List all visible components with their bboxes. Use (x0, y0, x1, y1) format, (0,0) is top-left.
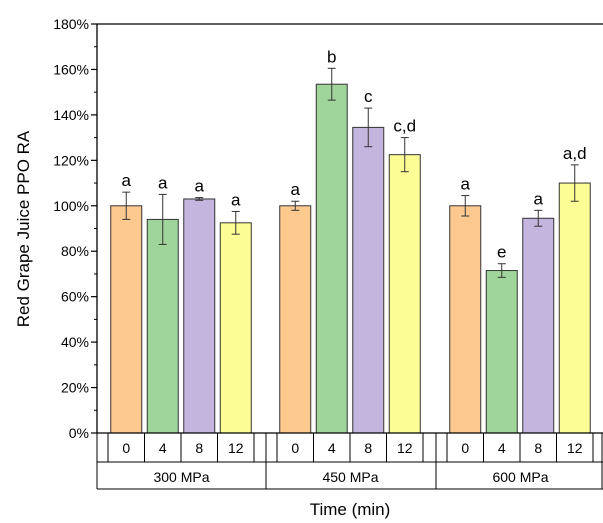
significance-label: a (122, 171, 132, 190)
bar (352, 126, 385, 434)
y-tick-label: 140% (53, 107, 89, 123)
significance-label: a,d (563, 144, 587, 163)
y-tick-label: 160% (53, 61, 89, 77)
bar (558, 182, 591, 434)
significance-label: a (461, 175, 471, 194)
bar (485, 270, 518, 434)
bar (219, 222, 252, 434)
significance-label: b (327, 47, 336, 66)
y-tick-label: 0% (69, 425, 89, 441)
plot-area: 0% 20% 40% 60% 80% 100% 120% 140% 160% 180% a a a a a b… (53, 16, 603, 490)
significance-label: a (231, 190, 241, 209)
time-tick-label: 8 (195, 440, 203, 456)
significance-label: a (534, 189, 544, 208)
y-tick-label: 180% (53, 16, 89, 32)
y-tick-label: 40% (61, 334, 89, 350)
pressure-group-label: 300 MPa (153, 469, 209, 485)
bar (146, 218, 179, 434)
y-tick-label: 100% (53, 198, 89, 214)
significance-label: c,d (393, 117, 416, 136)
significance-label: e (497, 243, 506, 262)
bar (183, 198, 216, 434)
y-tick-label: 60% (61, 289, 89, 305)
y-tick-label: 120% (53, 152, 89, 168)
time-tick-label: 0 (461, 440, 469, 456)
y-axis-title: Red Grape Juice PPO RA (14, 130, 33, 327)
time-tick-label: 4 (159, 440, 167, 456)
time-tick-label: 0 (122, 440, 130, 456)
time-tick-label: 12 (228, 440, 244, 456)
y-tick-label: 80% (61, 243, 89, 259)
y-tick-label: 20% (61, 380, 89, 396)
time-tick-label: 4 (498, 440, 506, 456)
time-tick-label: 8 (364, 440, 372, 456)
bar (522, 217, 555, 434)
bar (388, 154, 421, 434)
time-tick-label: 12 (397, 440, 413, 456)
significance-label: c (364, 87, 373, 106)
significance-label: a (291, 180, 301, 199)
bar (110, 205, 143, 434)
time-tick-label: 8 (534, 440, 542, 456)
x-axis-title: Time (min) (310, 500, 391, 519)
time-tick-label: 4 (328, 440, 336, 456)
time-tick-label: 0 (291, 440, 299, 456)
bar (449, 205, 482, 434)
bar (279, 205, 312, 434)
time-tick-label: 12 (567, 440, 583, 456)
significance-label: a (195, 177, 205, 196)
significance-label: a (158, 173, 168, 192)
pressure-group-label: 600 MPa (492, 469, 548, 485)
pressure-group-label: 450 MPa (322, 469, 378, 485)
bar (315, 83, 348, 434)
